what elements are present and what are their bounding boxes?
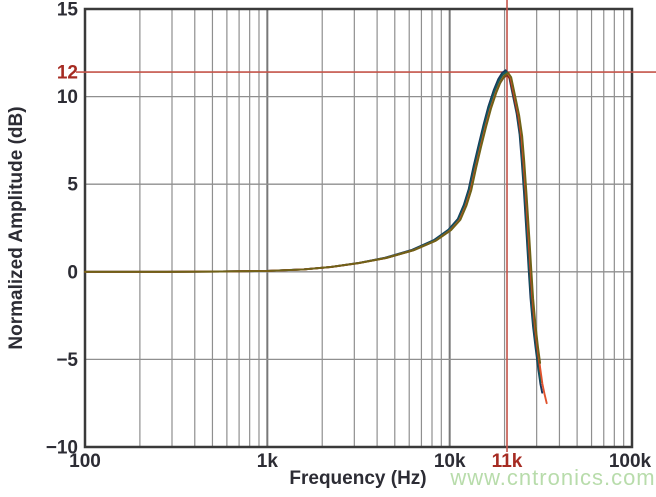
watermark-text: www.cntronics.com [450, 465, 656, 490]
y-tick-label: 12 [57, 63, 78, 84]
y-tick-label: 5 [67, 175, 78, 196]
y-tick-label: 15 [57, 0, 79, 21]
trace-unit-5 [84, 71, 542, 364]
x-tick-label: 1k [257, 451, 279, 472]
trace-unit-4 [84, 72, 548, 405]
y-tick-label: 10 [57, 87, 78, 108]
series-traces [84, 69, 548, 405]
y-tick-label: −5 [56, 350, 78, 371]
x-tick-label: 100 [69, 451, 101, 472]
grid-lines [85, 9, 632, 447]
x-tick-label: 100k [609, 451, 652, 472]
x-tick-labels: 100 1k 10k 11k 100k [69, 451, 651, 472]
trace-unit-2 [84, 71, 542, 384]
x-tick-label: 11k [492, 451, 523, 472]
plot-border [83, 7, 634, 449]
y-tick-label: −10 [46, 438, 78, 459]
x-axis-title: Frequency (Hz) [289, 468, 427, 489]
y-tick-label: 0 [67, 262, 78, 283]
trace-unit-1 [84, 69, 544, 394]
trace-unit-3 [84, 74, 542, 373]
y-tick-labels: 15 12 10 5 0 −5 −10 [46, 0, 79, 459]
x-tick-label: 10k [434, 451, 466, 472]
peak-marker-crosshair [76, 0, 656, 452]
y-axis-title: Normalized Amplitude (dB) [6, 106, 27, 350]
